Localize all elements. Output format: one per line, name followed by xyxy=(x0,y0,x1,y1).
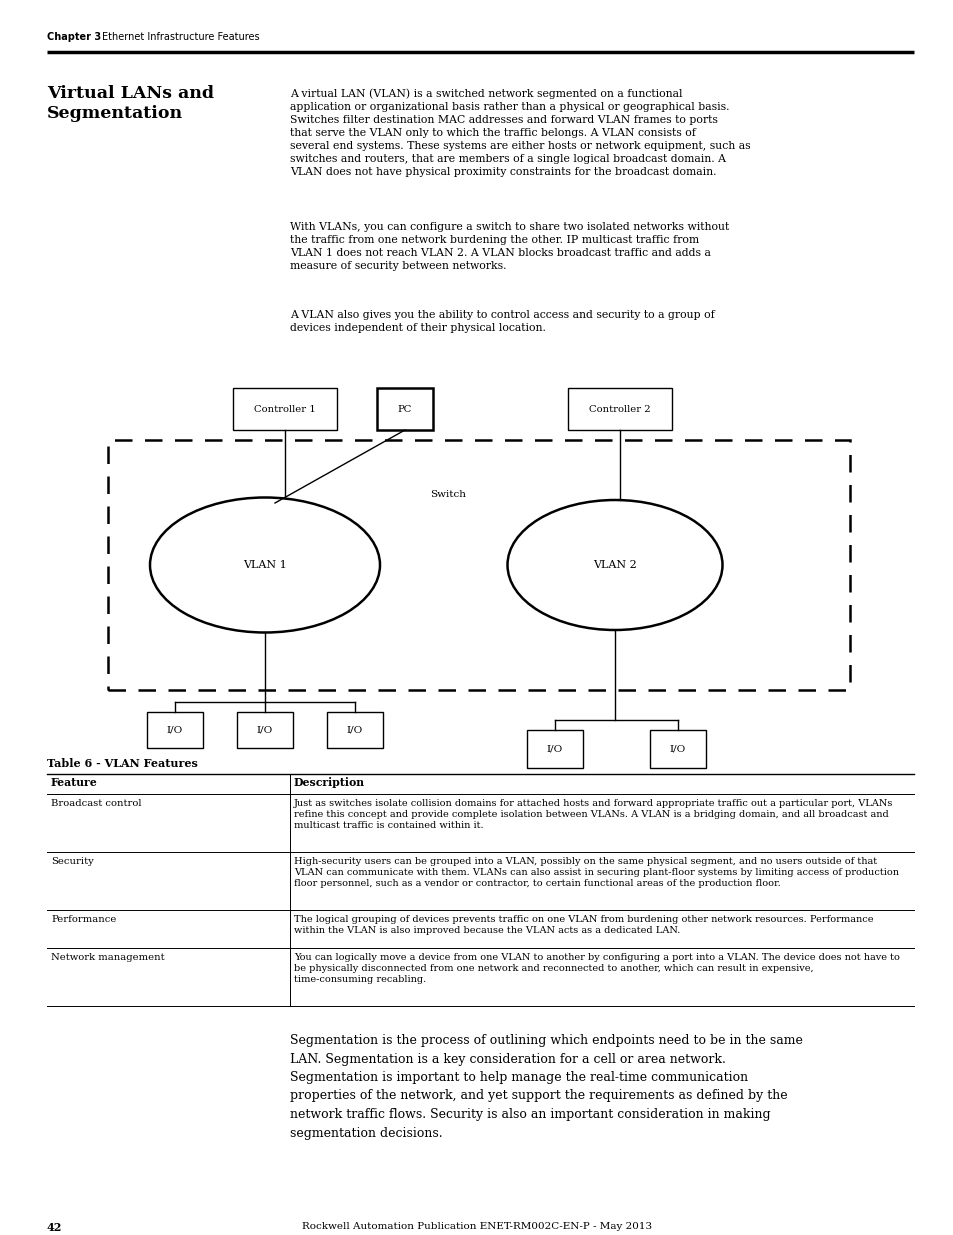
Text: Broadcast control: Broadcast control xyxy=(51,799,141,808)
Text: I/O: I/O xyxy=(167,725,183,735)
Text: Ethernet Infrastructure Features: Ethernet Infrastructure Features xyxy=(102,32,259,42)
Bar xyxy=(567,388,671,430)
Text: Chapter 3: Chapter 3 xyxy=(47,32,101,42)
Text: A virtual LAN (VLAN) is a switched network segmented on a functional
application: A virtual LAN (VLAN) is a switched netwo… xyxy=(290,88,750,177)
Text: Security: Security xyxy=(51,857,93,866)
Text: Feature: Feature xyxy=(51,777,97,788)
Text: VLAN 1: VLAN 1 xyxy=(243,559,287,571)
Text: I/O: I/O xyxy=(256,725,273,735)
Text: I/O: I/O xyxy=(546,745,562,753)
Text: Virtual LANs and
Segmentation: Virtual LANs and Segmentation xyxy=(47,85,213,122)
Text: 42: 42 xyxy=(47,1221,62,1233)
Bar xyxy=(526,730,582,768)
Text: Controller 2: Controller 2 xyxy=(589,405,650,414)
Text: Table 6 - VLAN Features: Table 6 - VLAN Features xyxy=(47,758,197,769)
Bar xyxy=(147,713,203,748)
Text: With VLANs, you can configure a switch to share two isolated networks without
th: With VLANs, you can configure a switch t… xyxy=(290,222,728,272)
Text: PC: PC xyxy=(397,405,412,414)
Text: Just as switches isolate collision domains for attached hosts and forward approp: Just as switches isolate collision domai… xyxy=(294,799,892,830)
Bar xyxy=(376,388,433,430)
Text: Description: Description xyxy=(294,777,365,788)
Text: Switch: Switch xyxy=(430,490,465,499)
Text: Segmentation is the process of outlining which endpoints need to be in the same
: Segmentation is the process of outlining… xyxy=(290,1034,802,1140)
Bar xyxy=(649,730,705,768)
Text: Controller 1: Controller 1 xyxy=(253,405,315,414)
Text: Network management: Network management xyxy=(51,953,165,962)
Text: You can logically move a device from one VLAN to another by configuring a port i: You can logically move a device from one… xyxy=(294,953,899,984)
Text: I/O: I/O xyxy=(347,725,363,735)
Text: VLAN 2: VLAN 2 xyxy=(593,559,637,571)
Text: Performance: Performance xyxy=(51,915,116,924)
Text: I/O: I/O xyxy=(669,745,685,753)
Text: Rockwell Automation Publication ENET-RM002C-EN-P - May 2013: Rockwell Automation Publication ENET-RM0… xyxy=(301,1221,652,1231)
Text: High-security users can be grouped into a VLAN, possibly on the same physical se: High-security users can be grouped into … xyxy=(294,857,898,888)
Bar xyxy=(327,713,382,748)
Text: A VLAN also gives you the ability to control access and security to a group of
d: A VLAN also gives you the ability to con… xyxy=(290,310,714,333)
Bar xyxy=(108,440,849,690)
Text: The logical grouping of devices prevents traffic on one VLAN from burdening othe: The logical grouping of devices prevents… xyxy=(294,915,873,935)
Bar xyxy=(233,388,336,430)
Bar xyxy=(236,713,293,748)
